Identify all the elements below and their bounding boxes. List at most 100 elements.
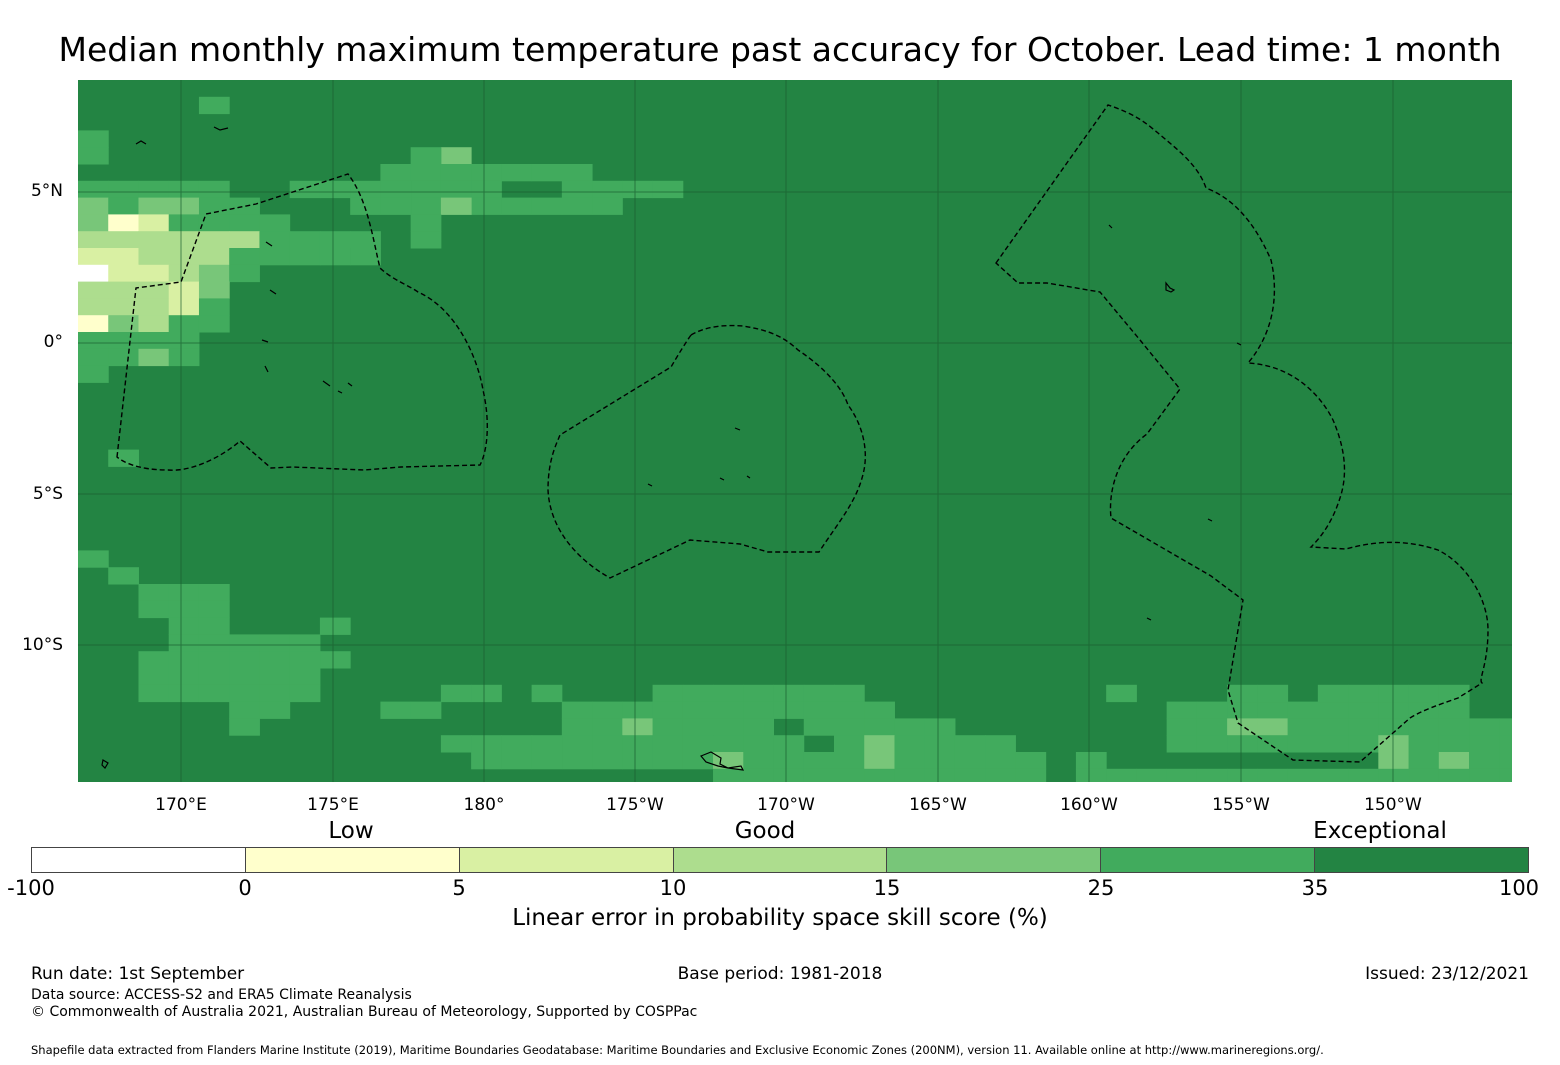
skill-cell bbox=[1438, 752, 1470, 770]
skill-cell bbox=[229, 651, 260, 669]
islands bbox=[101, 126, 1242, 771]
skill-cell bbox=[954, 752, 986, 770]
skill-cell bbox=[1438, 701, 1470, 719]
colorbar-tick: 0 bbox=[238, 876, 252, 900]
skill-cell bbox=[713, 768, 744, 782]
skill-cell bbox=[592, 718, 623, 736]
skill-cell bbox=[1378, 701, 1410, 719]
skill-cell bbox=[168, 600, 200, 619]
skill-cell bbox=[198, 584, 230, 602]
skill-cell bbox=[78, 298, 109, 316]
skill-cell bbox=[198, 231, 230, 249]
skill-cell bbox=[198, 617, 230, 635]
skill-cell bbox=[834, 684, 865, 703]
skill-cell bbox=[78, 197, 109, 215]
skill-cell bbox=[471, 197, 502, 215]
skill-cell bbox=[1227, 735, 1258, 753]
skill-cell bbox=[682, 718, 714, 736]
skill-cell bbox=[108, 180, 139, 199]
skill-cell bbox=[289, 668, 321, 686]
skill-cell bbox=[319, 231, 351, 249]
skill-cell bbox=[410, 231, 442, 249]
skill-cell bbox=[229, 197, 260, 215]
skill-cell bbox=[501, 752, 533, 770]
lon-label-180: 180° bbox=[463, 795, 505, 815]
skill-cell bbox=[1469, 768, 1500, 782]
skill-cell bbox=[592, 752, 623, 770]
skill-cell bbox=[1378, 684, 1410, 703]
skill-cell bbox=[773, 701, 805, 719]
skill-cell bbox=[289, 684, 321, 703]
skill-cell bbox=[1075, 768, 1107, 782]
skill-cell bbox=[168, 298, 200, 316]
skill-cell bbox=[198, 684, 230, 703]
skill-cell bbox=[682, 684, 714, 703]
skill-cell bbox=[138, 600, 170, 619]
skill-cell bbox=[198, 600, 230, 619]
lon-label-170w: 170°W bbox=[757, 795, 815, 815]
skill-cell bbox=[622, 180, 654, 199]
skill-cell bbox=[78, 248, 109, 266]
skill-cell bbox=[1227, 768, 1258, 782]
lon-label-170e: 170°E bbox=[155, 795, 207, 815]
skill-cell bbox=[803, 752, 835, 770]
skill-cell bbox=[1378, 735, 1410, 753]
skill-cell bbox=[168, 315, 200, 333]
skill-cell bbox=[78, 365, 109, 383]
skill-cell bbox=[803, 718, 835, 736]
skill-cell bbox=[954, 735, 986, 753]
skill-cell bbox=[319, 617, 351, 635]
colorbar bbox=[31, 847, 1529, 873]
skill-cell bbox=[319, 248, 351, 266]
skill-cell bbox=[1438, 768, 1470, 782]
skill-cell bbox=[1257, 768, 1289, 782]
skill-cell bbox=[1166, 735, 1198, 753]
map-title: Median monthly maximum temperature past … bbox=[58, 30, 1502, 69]
skill-cell bbox=[138, 197, 170, 215]
skill-cell bbox=[229, 684, 260, 703]
skill-cell bbox=[592, 197, 623, 215]
skill-cell bbox=[229, 248, 260, 266]
skill-cell bbox=[1499, 735, 1512, 753]
skill-cell bbox=[622, 752, 654, 770]
category-label-good: Good bbox=[734, 818, 796, 844]
skill-cell bbox=[561, 752, 593, 770]
skill-cell bbox=[198, 264, 230, 283]
skill-cell bbox=[289, 634, 321, 652]
skill-cell bbox=[743, 718, 775, 736]
skill-cell bbox=[410, 180, 442, 199]
lat-label-10s: 10°S bbox=[22, 635, 63, 655]
skill-cell bbox=[1408, 684, 1440, 703]
skill-cell bbox=[1408, 718, 1440, 736]
skill-cell bbox=[78, 315, 109, 333]
skill-cell bbox=[1287, 718, 1319, 736]
skill-cell bbox=[108, 567, 139, 585]
skill-cell bbox=[1257, 701, 1289, 719]
skill-cell bbox=[350, 248, 381, 266]
skill-cell bbox=[198, 668, 230, 686]
skill-cell bbox=[319, 651, 351, 669]
lat-label-5n: 5°N bbox=[30, 181, 63, 201]
skill-cell bbox=[350, 231, 381, 249]
skill-cell bbox=[138, 315, 170, 333]
skill-cell bbox=[138, 684, 170, 703]
skill-cell bbox=[1438, 735, 1470, 753]
skill-cell bbox=[259, 668, 291, 686]
skill-cell bbox=[894, 735, 926, 753]
skill-cell bbox=[652, 718, 684, 736]
category-label-low: Low bbox=[328, 818, 374, 844]
colorbar-segment bbox=[673, 848, 888, 872]
skill-cell bbox=[138, 298, 170, 316]
skill-cell bbox=[1015, 768, 1047, 782]
skill-cell bbox=[168, 348, 200, 367]
skill-cell bbox=[198, 651, 230, 669]
skill-cell bbox=[1348, 768, 1379, 782]
skill-cell bbox=[561, 197, 593, 215]
skill-cell bbox=[380, 701, 412, 719]
colorbar-tick: 100 bbox=[1498, 876, 1540, 900]
copyright: © Commonwealth of Australia 2021, Austra… bbox=[31, 1004, 698, 1020]
colorbar-segment bbox=[32, 848, 246, 872]
skill-cell bbox=[592, 180, 623, 199]
skill-cell bbox=[501, 164, 533, 182]
skill-cell bbox=[743, 768, 775, 782]
